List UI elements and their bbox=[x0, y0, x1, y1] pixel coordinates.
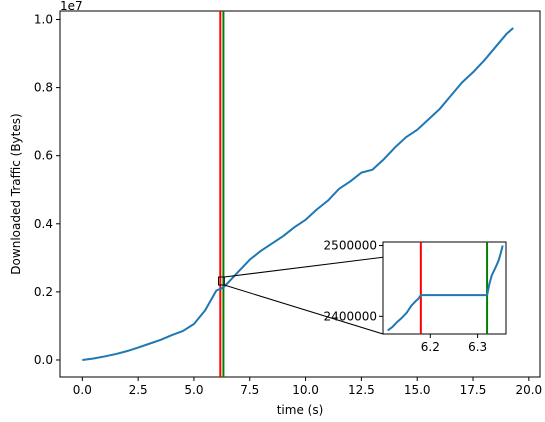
inset-x-tick-label: 6.2 bbox=[421, 340, 440, 354]
x-tick-label: 7.5 bbox=[240, 383, 259, 397]
x-tick-label: 20.0 bbox=[515, 383, 542, 397]
inset-data-line bbox=[387, 245, 504, 332]
x-tick-label: 0.0 bbox=[73, 383, 92, 397]
x-tick-label: 15.0 bbox=[404, 383, 431, 397]
x-tick-label: 5.0 bbox=[184, 383, 203, 397]
x-tick-label: 2.5 bbox=[129, 383, 148, 397]
inset-y-tick-label: 2400000 bbox=[324, 309, 377, 323]
y-tick-label: 0.2 bbox=[34, 285, 53, 299]
y-axis-label: Downloaded Traffic (Bytes) bbox=[9, 113, 23, 274]
inset-x-tick-label: 6.3 bbox=[468, 340, 487, 354]
y-tick-label: 0.8 bbox=[34, 81, 53, 95]
inset-y-tick-label: 2500000 bbox=[324, 239, 377, 253]
data-line-series bbox=[82, 27, 514, 361]
y-tick-label: 0.0 bbox=[34, 353, 53, 367]
zoom-indicator-box bbox=[218, 276, 225, 286]
zoom-connector-line-bottom bbox=[224, 284, 384, 335]
x-tick-label: 17.5 bbox=[460, 383, 487, 397]
x-tick-label: 10.0 bbox=[292, 383, 319, 397]
x-tick-label: 12.5 bbox=[348, 383, 375, 397]
y-axis-offset-label: 1e7 bbox=[60, 0, 83, 13]
x-axis-label: time (s) bbox=[277, 403, 324, 417]
y-tick-label: 0.6 bbox=[34, 149, 53, 163]
inset-plot-area bbox=[382, 241, 507, 335]
plot-area bbox=[59, 10, 541, 378]
y-tick-label: 1.0 bbox=[34, 13, 53, 27]
y-tick-label: 0.4 bbox=[34, 217, 53, 231]
